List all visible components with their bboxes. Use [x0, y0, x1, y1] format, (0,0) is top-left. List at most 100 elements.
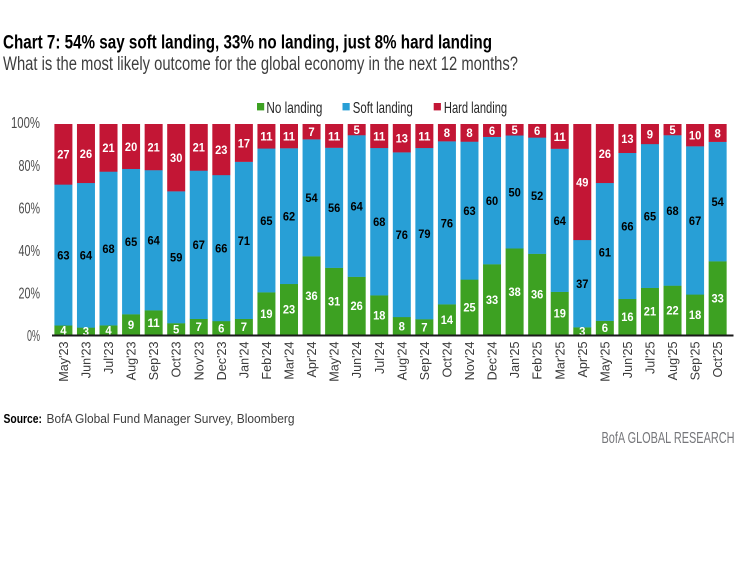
- svg-text:8: 8: [714, 126, 720, 140]
- svg-text:Sep'25: Sep'25: [689, 342, 703, 381]
- svg-text:5: 5: [669, 123, 675, 137]
- svg-text:Nov'24: Nov'24: [463, 342, 477, 381]
- svg-text:67: 67: [689, 214, 701, 228]
- svg-text:33: 33: [486, 293, 498, 307]
- svg-text:Feb'24: Feb'24: [260, 342, 274, 380]
- svg-text:Hard landing: Hard landing: [444, 100, 507, 117]
- svg-text:63: 63: [463, 204, 475, 218]
- svg-text:20: 20: [125, 140, 137, 154]
- svg-text:7: 7: [421, 320, 427, 334]
- svg-text:76: 76: [396, 228, 408, 242]
- svg-text:26: 26: [351, 299, 363, 313]
- svg-text:11: 11: [328, 129, 340, 143]
- svg-text:38: 38: [508, 285, 520, 299]
- svg-text:Sep'24: Sep'24: [418, 342, 432, 381]
- svg-text:Oct'24: Oct'24: [440, 342, 454, 378]
- svg-text:65: 65: [260, 214, 272, 228]
- svg-text:31: 31: [328, 295, 340, 309]
- svg-text:Nov'23: Nov'23: [192, 342, 206, 381]
- svg-text:54: 54: [711, 195, 723, 209]
- svg-text:19: 19: [260, 307, 272, 321]
- svg-text:26: 26: [80, 147, 92, 161]
- svg-text:27: 27: [57, 148, 69, 162]
- svg-text:4: 4: [60, 323, 66, 337]
- svg-text:Chart 7: 54% say soft landing,: Chart 7: 54% say soft landing, 33% no la…: [3, 32, 492, 54]
- svg-text:3: 3: [83, 325, 89, 339]
- svg-text:36: 36: [305, 289, 317, 303]
- svg-text:Sep'23: Sep'23: [147, 342, 161, 381]
- svg-text:64: 64: [554, 214, 566, 228]
- svg-text:3: 3: [579, 324, 585, 338]
- svg-text:Mar'24: Mar'24: [283, 342, 297, 380]
- svg-text:7: 7: [196, 320, 202, 334]
- svg-text:8: 8: [466, 126, 472, 140]
- svg-text:Jan'25: Jan'25: [508, 342, 522, 379]
- svg-text:Apr'25: Apr'25: [576, 342, 590, 378]
- svg-text:50: 50: [508, 185, 520, 199]
- svg-text:6: 6: [218, 321, 224, 335]
- svg-text:37: 37: [576, 277, 588, 291]
- svg-text:18: 18: [373, 308, 385, 322]
- svg-text:Jul'23: Jul'23: [102, 342, 116, 375]
- svg-text:13: 13: [396, 132, 408, 146]
- svg-text:Aug'24: Aug'24: [395, 342, 409, 381]
- svg-text:Soft landing: Soft landing: [353, 100, 413, 117]
- svg-text:30: 30: [170, 151, 182, 165]
- svg-text:6: 6: [534, 124, 540, 138]
- svg-text:20%: 20%: [19, 286, 41, 303]
- svg-text:23: 23: [283, 303, 295, 317]
- svg-text:Oct'25: Oct'25: [711, 342, 725, 378]
- svg-text:61: 61: [599, 245, 611, 259]
- svg-text:0%: 0%: [27, 328, 40, 345]
- svg-text:65: 65: [644, 209, 656, 223]
- svg-text:21: 21: [102, 141, 114, 155]
- svg-text:Aug'25: Aug'25: [666, 342, 680, 381]
- svg-text:10: 10: [689, 129, 701, 143]
- svg-text:Dec'23: Dec'23: [215, 342, 229, 381]
- svg-text:11: 11: [373, 129, 385, 143]
- svg-text:63: 63: [57, 248, 69, 262]
- svg-text:9: 9: [128, 318, 134, 332]
- svg-text:21: 21: [193, 141, 205, 155]
- svg-text:59: 59: [170, 251, 182, 265]
- svg-text:17: 17: [238, 136, 250, 150]
- svg-text:64: 64: [351, 199, 363, 213]
- svg-text:14: 14: [441, 313, 453, 327]
- svg-text:33: 33: [711, 291, 723, 305]
- svg-text:Jun'25: Jun'25: [621, 342, 635, 379]
- svg-text:66: 66: [621, 219, 633, 233]
- svg-text:8: 8: [444, 126, 450, 140]
- svg-text:21: 21: [644, 305, 656, 319]
- svg-text:52: 52: [531, 189, 543, 203]
- svg-text:71: 71: [238, 234, 250, 248]
- svg-text:23: 23: [215, 143, 227, 157]
- svg-text:68: 68: [102, 242, 114, 256]
- svg-text:11: 11: [283, 130, 295, 144]
- svg-text:60%: 60%: [19, 200, 41, 217]
- svg-text:Jan'24: Jan'24: [237, 342, 251, 379]
- svg-text:62: 62: [283, 210, 295, 224]
- svg-text:4: 4: [105, 323, 111, 337]
- svg-text:49: 49: [576, 175, 588, 189]
- svg-text:Jun'23: Jun'23: [79, 342, 93, 379]
- svg-text:36: 36: [531, 288, 543, 302]
- svg-text:5: 5: [354, 123, 360, 137]
- svg-text:18: 18: [689, 308, 701, 322]
- svg-text:7: 7: [241, 320, 247, 334]
- svg-text:BofA Global Fund Manager Surve: BofA Global Fund Manager Survey, Bloombe…: [47, 411, 295, 426]
- svg-text:Jul'25: Jul'25: [643, 342, 657, 375]
- svg-text:5: 5: [173, 322, 179, 336]
- svg-text:22: 22: [666, 304, 678, 318]
- svg-text:11: 11: [260, 130, 272, 144]
- svg-text:67: 67: [193, 238, 205, 252]
- svg-text:26: 26: [599, 147, 611, 161]
- svg-text:No landing: No landing: [266, 100, 322, 117]
- svg-text:May'25: May'25: [598, 342, 612, 382]
- svg-text:40%: 40%: [19, 243, 41, 260]
- svg-text:7: 7: [308, 125, 314, 139]
- svg-text:May'23: May'23: [57, 342, 71, 382]
- svg-text:Aug'23: Aug'23: [125, 342, 139, 381]
- svg-text:64: 64: [147, 234, 159, 248]
- svg-text:6: 6: [602, 321, 608, 335]
- svg-text:64: 64: [80, 249, 92, 263]
